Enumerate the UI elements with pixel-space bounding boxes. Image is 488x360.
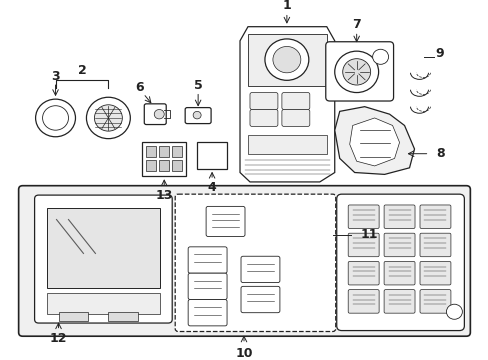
Text: 4: 4 [207, 181, 216, 194]
Circle shape [342, 59, 370, 85]
FancyBboxPatch shape [383, 233, 414, 257]
FancyBboxPatch shape [175, 194, 335, 332]
Text: 1: 1 [282, 0, 291, 13]
Circle shape [446, 304, 462, 319]
Bar [146, 160, 156, 171]
Circle shape [372, 49, 388, 64]
FancyBboxPatch shape [281, 109, 309, 126]
Text: 9: 9 [434, 46, 443, 59]
Bar [172, 146, 182, 157]
Circle shape [36, 99, 75, 137]
FancyBboxPatch shape [419, 290, 450, 313]
Bar [159, 160, 169, 171]
FancyBboxPatch shape [419, 233, 450, 257]
FancyBboxPatch shape [336, 194, 464, 330]
Circle shape [334, 51, 378, 93]
Bar [197, 143, 226, 169]
FancyBboxPatch shape [144, 104, 166, 125]
FancyBboxPatch shape [19, 186, 469, 336]
Circle shape [42, 106, 68, 130]
FancyBboxPatch shape [383, 205, 414, 229]
FancyBboxPatch shape [281, 93, 309, 109]
Text: 3: 3 [51, 70, 60, 83]
Text: 10: 10 [235, 347, 252, 360]
FancyBboxPatch shape [205, 206, 244, 237]
FancyBboxPatch shape [347, 205, 378, 229]
FancyBboxPatch shape [249, 109, 277, 126]
Text: 8: 8 [436, 147, 444, 160]
Bar [142, 143, 186, 176]
Bar [247, 135, 326, 154]
Bar [159, 146, 169, 157]
FancyBboxPatch shape [383, 290, 414, 313]
Bar [46, 208, 160, 288]
FancyBboxPatch shape [347, 233, 378, 257]
Bar [247, 34, 326, 86]
Bar [108, 312, 138, 321]
FancyBboxPatch shape [188, 273, 226, 300]
FancyBboxPatch shape [241, 286, 279, 313]
FancyBboxPatch shape [241, 256, 279, 283]
Circle shape [272, 46, 300, 73]
Circle shape [193, 111, 201, 119]
Bar [46, 293, 160, 314]
Circle shape [154, 109, 164, 119]
Text: 12: 12 [50, 332, 67, 345]
Bar [172, 160, 182, 171]
FancyBboxPatch shape [188, 247, 226, 273]
Text: 7: 7 [351, 18, 360, 31]
FancyBboxPatch shape [185, 108, 211, 123]
Text: 5: 5 [193, 80, 202, 93]
Bar [146, 146, 156, 157]
FancyBboxPatch shape [347, 290, 378, 313]
Text: 13: 13 [155, 189, 173, 202]
FancyBboxPatch shape [325, 42, 393, 101]
Text: 2: 2 [78, 64, 86, 77]
FancyBboxPatch shape [419, 261, 450, 285]
Circle shape [264, 39, 308, 80]
FancyBboxPatch shape [347, 261, 378, 285]
Polygon shape [240, 27, 334, 182]
Circle shape [86, 97, 130, 139]
FancyBboxPatch shape [35, 195, 172, 323]
Text: 11: 11 [360, 228, 377, 241]
Polygon shape [334, 107, 414, 174]
FancyBboxPatch shape [383, 261, 414, 285]
Bar [59, 312, 88, 321]
FancyBboxPatch shape [419, 205, 450, 229]
FancyBboxPatch shape [249, 93, 277, 109]
Circle shape [94, 105, 122, 131]
Polygon shape [349, 118, 399, 166]
FancyBboxPatch shape [188, 300, 226, 326]
Text: 6: 6 [135, 81, 143, 94]
